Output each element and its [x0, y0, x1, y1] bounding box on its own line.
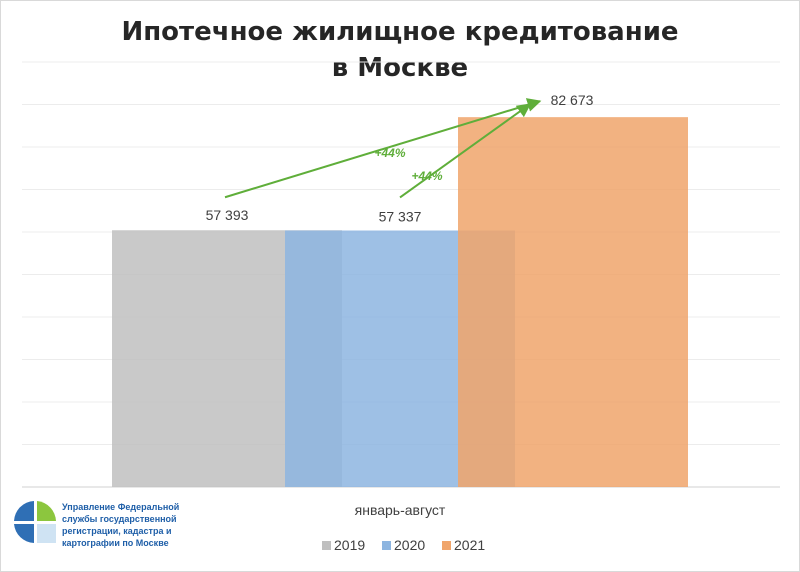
data-label-2019: 57 393 — [206, 207, 249, 223]
growth-annotation: +44% — [374, 146, 405, 160]
legend-swatch-2020 — [382, 541, 391, 550]
legend-swatch-2019 — [322, 541, 331, 550]
chart-title-line-2: в Москве — [331, 53, 469, 83]
bar-2021 — [458, 117, 688, 488]
chart-title: Ипотечное жилищное кредитование в Москве — [0, 14, 800, 86]
org-line-1: Управление Федеральной — [62, 502, 180, 512]
org-line-2: службы государственной — [62, 514, 177, 524]
growth-annotation: +44% — [411, 169, 442, 183]
legend-label-2021: 2021 — [454, 537, 485, 553]
growth-arrow-2020 — [399, 103, 532, 199]
org-line-4: картографии по Москве — [62, 538, 169, 548]
legend-swatch-2021 — [442, 541, 451, 550]
rosreestr-logo-icon — [14, 501, 56, 543]
legend-label-2019: 2019 — [334, 537, 365, 553]
data-label-2020: 57 337 — [379, 208, 422, 224]
category-label: январь-август — [355, 502, 446, 518]
growth-arrow-2019 — [224, 98, 542, 199]
org-line-3: регистрации, кадастра и — [62, 526, 172, 536]
legend-label-2020: 2020 — [394, 537, 425, 553]
organization-name: Управление Федеральной службы государств… — [62, 501, 202, 549]
data-label-2021: 82 673 — [551, 92, 594, 108]
chart-title-line-1: Ипотечное жилищное кредитование — [121, 17, 679, 47]
